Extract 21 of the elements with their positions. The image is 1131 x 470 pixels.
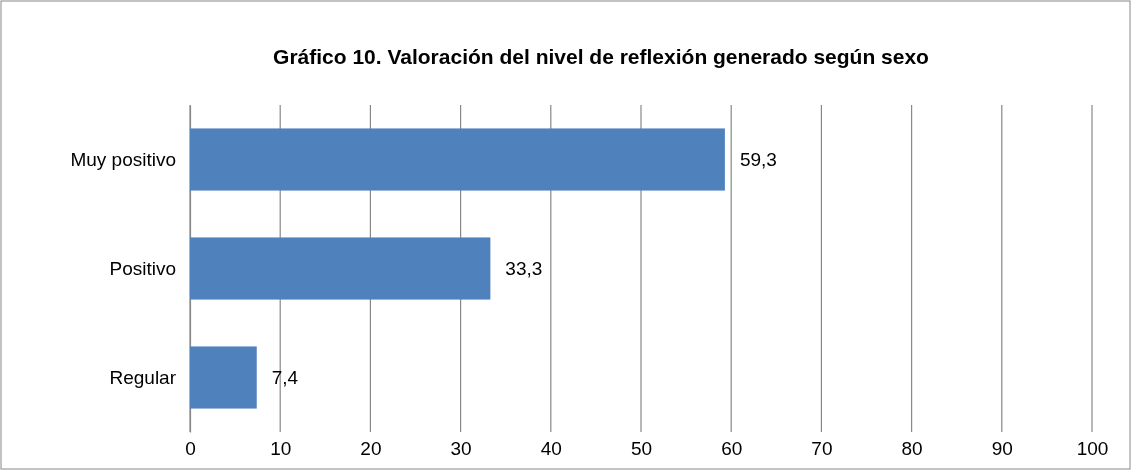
chart-title: Gráfico 10. Valoración del nivel de reflexión generado según sexo [273, 45, 929, 68]
x-tick-label: 30 [450, 438, 472, 460]
y-tick-label: Muy positivo [70, 148, 176, 170]
data-label: 7,4 [271, 367, 299, 389]
x-tick-label: 50 [630, 438, 653, 460]
x-tick-label: 80 [901, 438, 923, 460]
data-label: 33,3 [505, 258, 543, 280]
y-tick-label: Regular [109, 366, 177, 388]
x-tick-label: 40 [540, 438, 562, 460]
bar [190, 346, 257, 409]
x-tick-label: 60 [721, 438, 743, 460]
x-tick-label: 100 [1076, 438, 1109, 460]
bar [190, 237, 491, 300]
x-tick-label: 70 [811, 438, 833, 460]
data-label: 59,3 [739, 149, 777, 171]
x-tick-label: 10 [270, 438, 292, 460]
x-tick-label: 90 [991, 438, 1013, 460]
x-tick-label: 0 [185, 438, 196, 460]
x-tick-label: 20 [360, 438, 382, 460]
bar [190, 128, 725, 191]
y-tick-label: Positivo [109, 257, 176, 279]
